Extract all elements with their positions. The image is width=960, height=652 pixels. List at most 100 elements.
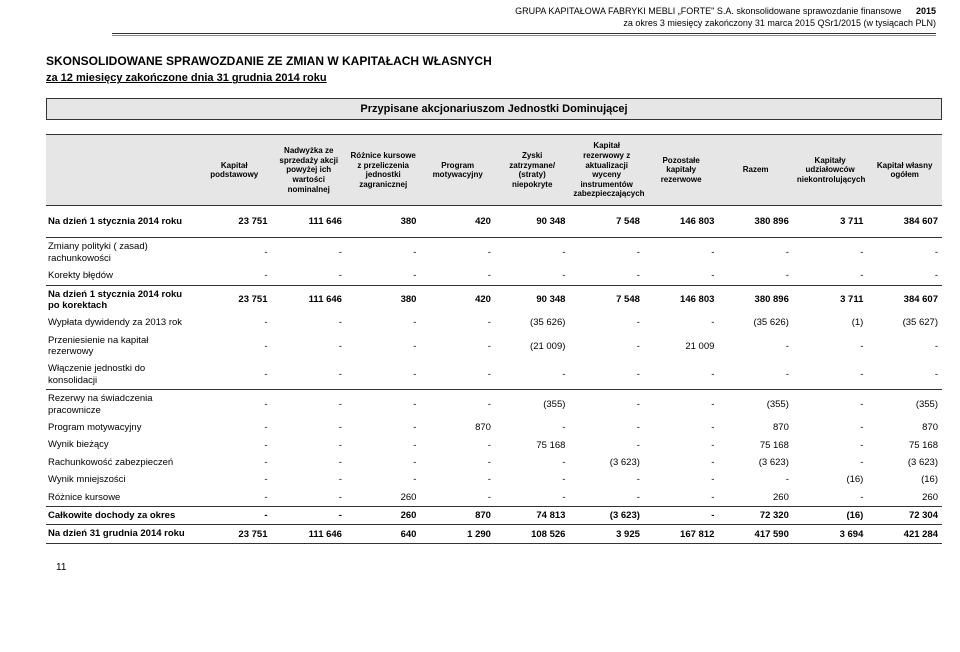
cell: 3 711 bbox=[793, 285, 867, 314]
cell: - bbox=[867, 332, 942, 361]
cell: 260 bbox=[867, 489, 942, 507]
cell: - bbox=[346, 238, 420, 267]
cell: 7 548 bbox=[569, 285, 643, 314]
cell: - bbox=[644, 238, 718, 267]
cell: - bbox=[420, 267, 494, 285]
cell: (3 623) bbox=[569, 506, 643, 524]
cell: (35 626) bbox=[718, 314, 792, 331]
cell: 380 896 bbox=[718, 205, 792, 237]
cell: (355) bbox=[495, 390, 569, 419]
cell: 420 bbox=[420, 285, 494, 314]
cell: - bbox=[793, 436, 867, 453]
cell: - bbox=[569, 332, 643, 361]
cell: - bbox=[346, 419, 420, 436]
cell: 260 bbox=[346, 506, 420, 524]
cell: 74 813 bbox=[495, 506, 569, 524]
cell: - bbox=[346, 471, 420, 488]
col-header: Kapitał własny ogółem bbox=[867, 135, 942, 206]
table-row: Wynik bieżący----75 168--75 168-75 168 bbox=[46, 436, 942, 453]
col-header: Program motywacyjny bbox=[420, 135, 494, 206]
cell: - bbox=[271, 332, 345, 361]
cell: - bbox=[644, 454, 718, 471]
cell: - bbox=[867, 267, 942, 285]
cell: - bbox=[495, 454, 569, 471]
cell: 75 168 bbox=[718, 436, 792, 453]
cell: - bbox=[346, 390, 420, 419]
table-row: Program motywacyjny---870---870-870 bbox=[46, 419, 942, 436]
cell: - bbox=[718, 360, 792, 389]
cell: 380 bbox=[346, 285, 420, 314]
cell: (16) bbox=[793, 471, 867, 488]
cell: 870 bbox=[867, 419, 942, 436]
table-head: Kapitał podstawowyNadwyżka ze sprzedaży … bbox=[46, 135, 942, 206]
cell: 421 284 bbox=[867, 525, 942, 543]
col-header: Pozostałe kapitały rezerwowe bbox=[644, 135, 718, 206]
cell: - bbox=[644, 390, 718, 419]
cell: - bbox=[346, 332, 420, 361]
cell: - bbox=[197, 489, 271, 507]
cell: - bbox=[569, 419, 643, 436]
cell: 420 bbox=[420, 205, 494, 237]
table-row: Na dzień 1 stycznia 2014 roku po korekta… bbox=[46, 285, 942, 314]
cell: 146 803 bbox=[644, 285, 718, 314]
cell: 23 751 bbox=[197, 285, 271, 314]
table-body: Na dzień 1 stycznia 2014 roku23 751111 6… bbox=[46, 205, 942, 543]
cell: - bbox=[793, 332, 867, 361]
col-header-label bbox=[46, 135, 197, 206]
cell: 90 348 bbox=[495, 285, 569, 314]
row-label: Przeniesienie na kapitał rezerwowy bbox=[46, 332, 197, 361]
cell: - bbox=[718, 267, 792, 285]
cell: - bbox=[793, 390, 867, 419]
table-row: Wypłata dywidendy za 2013 rok----(35 626… bbox=[46, 314, 942, 331]
cell: - bbox=[793, 360, 867, 389]
cell: - bbox=[197, 471, 271, 488]
cell: 3 925 bbox=[569, 525, 643, 543]
cell: - bbox=[569, 436, 643, 453]
cell: - bbox=[346, 436, 420, 453]
cell: - bbox=[271, 489, 345, 507]
cell: - bbox=[495, 267, 569, 285]
cell: - bbox=[644, 314, 718, 331]
cell: 111 646 bbox=[271, 205, 345, 237]
cell: - bbox=[271, 314, 345, 331]
row-label: Różnice kursowe bbox=[46, 489, 197, 507]
cell: - bbox=[793, 454, 867, 471]
cell: - bbox=[197, 267, 271, 285]
cell: (21 009) bbox=[495, 332, 569, 361]
cell: (16) bbox=[867, 471, 942, 488]
cell: - bbox=[197, 454, 271, 471]
table-row: Rachunkowość zabezpieczeń-----(3 623)-(3… bbox=[46, 454, 942, 471]
table-row: Zmiany polityki ( zasad) rachunkowości--… bbox=[46, 238, 942, 267]
cell: - bbox=[644, 489, 718, 507]
table-row: Całkowite dochody za okres--26087074 813… bbox=[46, 506, 942, 524]
cell: - bbox=[271, 471, 345, 488]
cell: - bbox=[271, 390, 345, 419]
cell: 111 646 bbox=[271, 285, 345, 314]
cell: 111 646 bbox=[271, 525, 345, 543]
cell: - bbox=[197, 390, 271, 419]
table-row: Korekty błędów---------- bbox=[46, 267, 942, 285]
cell: - bbox=[271, 436, 345, 453]
cell: - bbox=[569, 267, 643, 285]
row-label: Wynik bieżący bbox=[46, 436, 197, 453]
cell: - bbox=[644, 506, 718, 524]
cell: - bbox=[867, 238, 942, 267]
cell: - bbox=[495, 471, 569, 488]
cell: - bbox=[644, 360, 718, 389]
cell: 417 590 bbox=[718, 525, 792, 543]
cell: - bbox=[197, 332, 271, 361]
attribution-banner: Przypisane akcjonariuszom Jednostki Domi… bbox=[46, 98, 942, 120]
cell: - bbox=[420, 360, 494, 389]
cell: - bbox=[644, 267, 718, 285]
row-label: Wynik mniejszości bbox=[46, 471, 197, 488]
cell: (1) bbox=[793, 314, 867, 331]
cell: - bbox=[569, 238, 643, 267]
col-header: Kapitał rezerwowy z aktualizacji wyceny … bbox=[569, 135, 643, 206]
cell: - bbox=[271, 360, 345, 389]
cell: 3 711 bbox=[793, 205, 867, 237]
cell: - bbox=[197, 314, 271, 331]
cell: 23 751 bbox=[197, 525, 271, 543]
header-line2: za okres 3 miesięcy zakończony 31 marca … bbox=[0, 18, 936, 30]
cell: - bbox=[569, 314, 643, 331]
cell: - bbox=[420, 314, 494, 331]
